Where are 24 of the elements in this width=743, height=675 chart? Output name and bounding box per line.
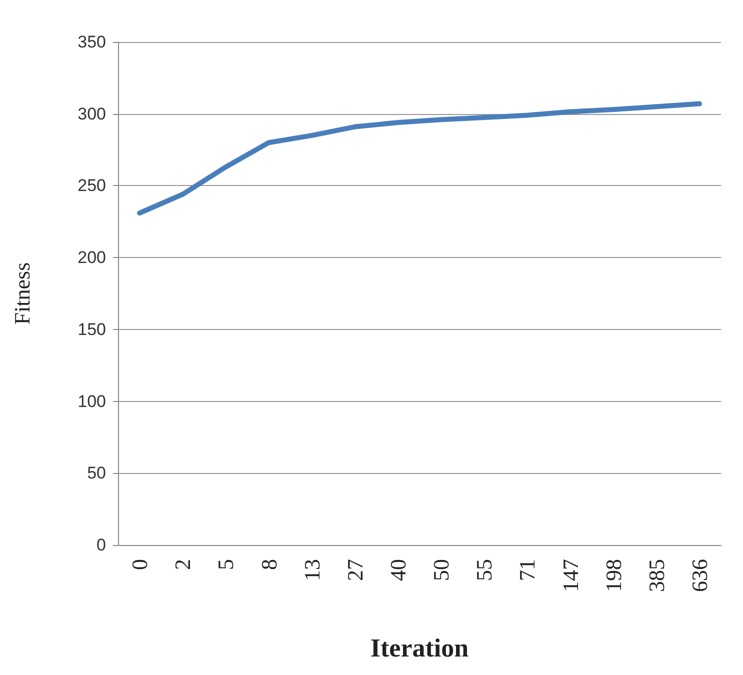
- y-tick-label: 100: [78, 392, 106, 411]
- y-tick-label: 150: [78, 320, 106, 339]
- x-tick-label: 636: [686, 559, 712, 592]
- y-tick-label: 300: [78, 104, 106, 124]
- x-tick-label: 50: [428, 559, 454, 581]
- x-axis-title: Iteration: [370, 634, 470, 662]
- x-tick-label: 71: [514, 559, 540, 581]
- y-tick-label: 200: [78, 248, 106, 268]
- x-tick-label: 13: [299, 559, 324, 581]
- x-tick-label: 2: [170, 559, 196, 570]
- x-tick-label: 5: [213, 559, 238, 570]
- x-tick-label: 8: [256, 559, 282, 570]
- y-tick-label: 0: [96, 536, 106, 554]
- x-tick-label: 198: [600, 559, 626, 592]
- x-tick-label: 0: [127, 559, 152, 570]
- x-tick-label: 147: [558, 559, 583, 592]
- y-tick-label: 50: [87, 464, 106, 483]
- x-tick-label: 55: [472, 559, 497, 581]
- y-tick-label: 350: [78, 32, 106, 52]
- x-tick-label: 40: [385, 559, 410, 581]
- y-tick-label: 250: [78, 176, 106, 196]
- y-axis-title: Fitness: [10, 262, 34, 325]
- x-tick-label: 27: [342, 559, 368, 581]
- x-tick-label: 385: [644, 559, 669, 592]
